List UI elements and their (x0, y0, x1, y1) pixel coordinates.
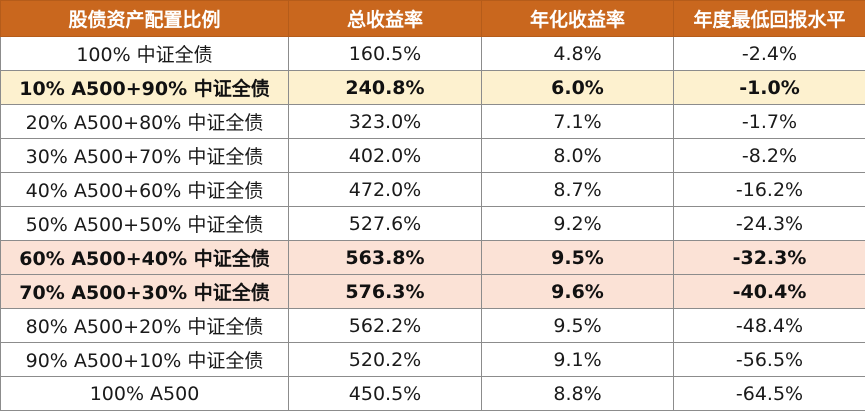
cell-total-return: 576.3% (289, 275, 482, 309)
cell-worst-year: -32.3% (674, 241, 865, 275)
cell-worst-year: -48.4% (674, 309, 865, 343)
cell-total-return: 527.6% (289, 207, 482, 241)
cell-annual-return: 4.8% (482, 37, 674, 71)
cell-total-return: 520.2% (289, 343, 482, 377)
cell-allocation: 100% 中证全债 (1, 37, 289, 71)
cell-total-return: 472.0% (289, 173, 482, 207)
cell-annual-return: 7.1% (482, 105, 674, 139)
cell-total-return: 160.5% (289, 37, 482, 71)
cell-total-return: 323.0% (289, 105, 482, 139)
cell-annual-return: 8.7% (482, 173, 674, 207)
cell-total-return: 402.0% (289, 139, 482, 173)
header-worst-year: 年度最低回报水平 (674, 1, 865, 37)
cell-total-return: 562.2% (289, 309, 482, 343)
cell-worst-year: -16.2% (674, 173, 865, 207)
header-total-return: 总收益率 (289, 1, 482, 37)
cell-total-return: 450.5% (289, 377, 482, 411)
cell-worst-year: -1.0% (674, 71, 865, 105)
cell-worst-year: -64.5% (674, 377, 865, 411)
cell-total-return: 563.8% (289, 241, 482, 275)
cell-allocation: 90% A500+10% 中证全债 (1, 343, 289, 377)
cell-worst-year: -56.5% (674, 343, 865, 377)
cell-annual-return: 6.0% (482, 71, 674, 105)
cell-worst-year: -24.3% (674, 207, 865, 241)
header-allocation: 股债资产配置比例 (1, 1, 289, 37)
cell-allocation: 70% A500+30% 中证全债 (1, 275, 289, 309)
cell-annual-return: 9.5% (482, 309, 674, 343)
cell-annual-return: 9.5% (482, 241, 674, 275)
cell-allocation: 40% A500+60% 中证全债 (1, 173, 289, 207)
cell-annual-return: 8.0% (482, 139, 674, 173)
cell-annual-return: 9.2% (482, 207, 674, 241)
cell-allocation: 100% A500 (1, 377, 289, 411)
cell-annual-return: 9.6% (482, 275, 674, 309)
cell-total-return: 240.8% (289, 71, 482, 105)
cell-allocation: 30% A500+70% 中证全债 (1, 139, 289, 173)
cell-annual-return: 9.1% (482, 343, 674, 377)
cell-annual-return: 8.8% (482, 377, 674, 411)
header-annual-return: 年化收益率 (482, 1, 674, 37)
cell-worst-year: -40.4% (674, 275, 865, 309)
cell-allocation: 80% A500+20% 中证全债 (1, 309, 289, 343)
cell-allocation: 20% A500+80% 中证全债 (1, 105, 289, 139)
cell-worst-year: -2.4% (674, 37, 865, 71)
header-row: 股债资产配置比例 总收益率 年化收益率 年度最低回报水平 (1, 1, 865, 37)
cell-allocation: 10% A500+90% 中证全债 (1, 71, 289, 105)
cell-worst-year: -8.2% (674, 139, 865, 173)
cell-allocation: 60% A500+40% 中证全债 (1, 241, 289, 275)
cell-allocation: 50% A500+50% 中证全债 (1, 207, 289, 241)
cell-worst-year: -1.7% (674, 105, 865, 139)
